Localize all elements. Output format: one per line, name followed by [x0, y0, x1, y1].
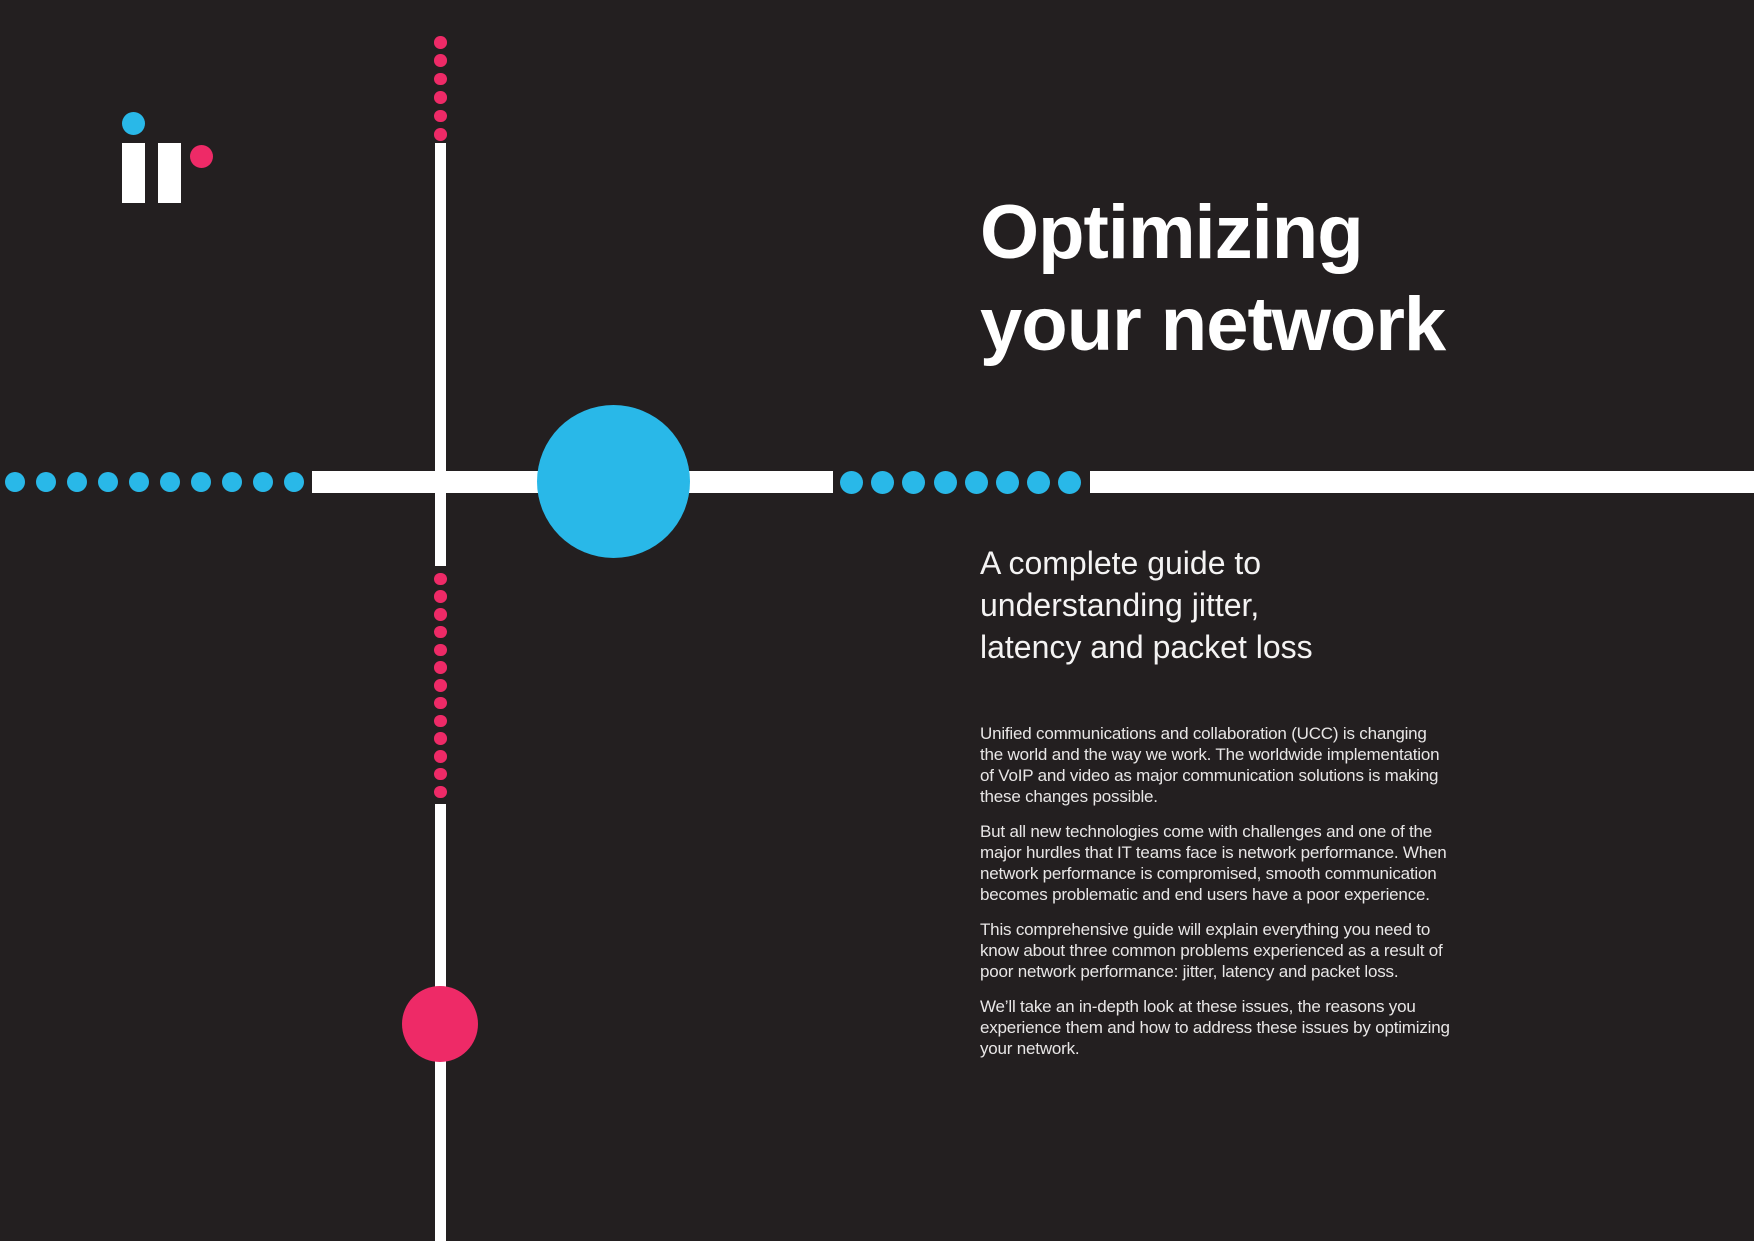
cyan-dot: [222, 472, 242, 492]
cyan-dot: [253, 472, 273, 492]
page-subtitle: A complete guide to understanding jitter…: [980, 542, 1313, 668]
logo-letter-i-bar: [122, 143, 145, 203]
pink-dot: [434, 91, 447, 104]
cyan-dot: [902, 470, 926, 494]
pink-dot: [434, 661, 447, 674]
subtitle-line2: understanding jitter,: [980, 587, 1260, 623]
pink-dot: [434, 608, 447, 621]
intro-paragraph-3: This comprehensive guide will explain ev…: [980, 920, 1443, 981]
cyan-dot: [129, 472, 149, 492]
vertical-line-upper-segment: [435, 143, 446, 566]
logo-cyan-dot-icon: [122, 112, 145, 135]
pink-dot: [434, 54, 447, 67]
pink-dot: [434, 714, 447, 728]
intro-paragraph-1: Unified communications and collaboration…: [980, 724, 1440, 806]
pink-dot: [434, 625, 447, 639]
logo-pink-dot-icon: [190, 145, 213, 168]
pink-dot: [434, 696, 447, 710]
large-cyan-circle: [537, 405, 690, 558]
logo-letter-r-bar: [158, 143, 181, 203]
pink-circle-node: [402, 986, 478, 1062]
intro-paragraphs: Unified communications and collaboration…: [980, 723, 1454, 1073]
cyan-dot: [67, 472, 87, 492]
cyan-dot: [964, 470, 988, 494]
pink-dot: [434, 785, 447, 799]
pink-dot: [434, 767, 447, 781]
cyan-dot: [98, 472, 118, 492]
cyan-dot: [160, 472, 180, 492]
subtitle-line3: latency and packet loss: [980, 629, 1313, 665]
cyan-dot: [840, 470, 863, 494]
cyan-dot: [36, 472, 56, 492]
pink-dot: [434, 572, 447, 586]
pink-dot: [434, 750, 447, 763]
cyan-dot: [5, 472, 25, 492]
page-title-line2: your network: [980, 282, 1446, 367]
cyan-dot: [996, 470, 1019, 494]
cyan-dot: [871, 470, 895, 494]
subtitle-line1: A complete guide to: [980, 545, 1262, 581]
page-title: Optimizing your network: [980, 187, 1446, 371]
pink-dot: [434, 732, 447, 745]
pink-dot: [434, 36, 447, 49]
cyan-dot: [1058, 470, 1082, 494]
intro-paragraph-2: But all new technologies come with chall…: [980, 822, 1447, 904]
cyan-dot: [933, 470, 957, 494]
pink-dot: [434, 679, 447, 692]
pink-dot: [434, 72, 447, 86]
pink-dot: [434, 109, 447, 123]
pink-dot: [434, 590, 447, 603]
intro-paragraph-4: We’ll take an in-depth look at these iss…: [980, 997, 1450, 1058]
page-title-line1: Optimizing: [980, 190, 1364, 275]
cyan-dot: [191, 472, 211, 492]
cyan-dot: [284, 472, 304, 492]
cyan-dot: [1027, 470, 1051, 494]
pink-dot: [434, 128, 447, 141]
pink-dot: [434, 643, 447, 657]
horizontal-bar-right-segment: [1090, 471, 1754, 493]
